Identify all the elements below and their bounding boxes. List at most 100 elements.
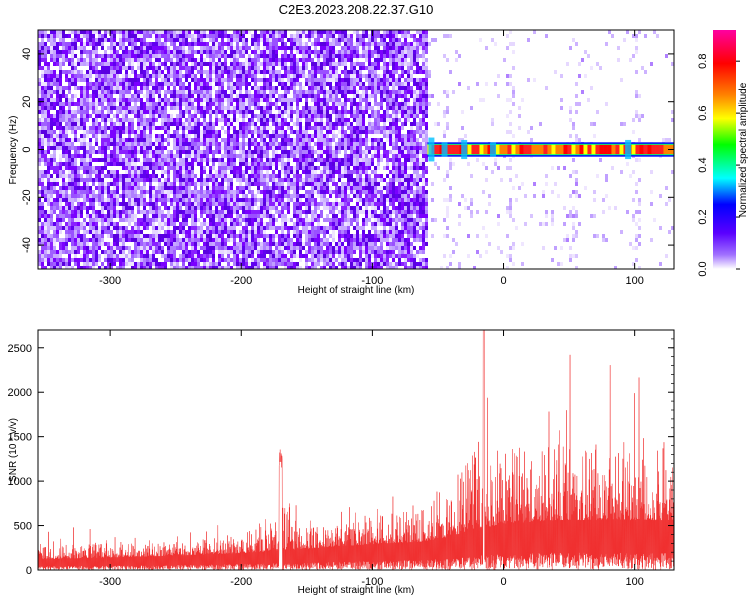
heatmap-cell [158, 206, 161, 210]
heatmap-cell [104, 106, 107, 110]
heatmap-cell [293, 186, 296, 190]
heatmap-cell [272, 94, 275, 98]
heatmap-cell [89, 58, 92, 62]
heatmap-cell [134, 58, 137, 62]
heatmap-cell [107, 186, 110, 190]
heatmap-cell [182, 130, 185, 134]
heatmap-cell [302, 218, 305, 222]
heatmap-cell [92, 50, 95, 54]
heatmap-cell [257, 130, 260, 134]
heatmap-cell [104, 250, 107, 254]
heatmap-cell [164, 182, 167, 186]
heatmap-cell [254, 146, 257, 150]
heatmap-cell [230, 250, 233, 254]
heatmap-cell [164, 82, 167, 86]
heatmap-cell [68, 102, 71, 106]
heatmap-cell [242, 230, 245, 234]
heatmap-cell [53, 130, 56, 134]
heatmap-cell [86, 190, 89, 194]
heatmap-cell [173, 226, 176, 230]
heatmap-cell [188, 174, 191, 178]
heatmap-cell [212, 134, 215, 138]
heatmap-cell [104, 190, 107, 194]
heatmap-cell [83, 194, 86, 198]
heatmap-cell [239, 174, 242, 178]
heatmap-cell [284, 174, 287, 178]
heatmap-cell [182, 186, 185, 190]
heatmap-cell [95, 234, 98, 238]
heatmap-cell [218, 254, 221, 258]
heatmap-cell [65, 150, 68, 154]
heatmap-cell [83, 118, 86, 122]
heatmap-cell [164, 34, 167, 38]
heatmap-cell [311, 194, 314, 198]
heatmap-cell [125, 138, 128, 142]
heatmap-cell [269, 126, 272, 130]
heatmap-cell [149, 130, 152, 134]
heatmap-cell [119, 122, 122, 126]
heatmap-cell [209, 122, 212, 126]
heatmap-cell [56, 46, 59, 50]
heatmap-cell [302, 126, 305, 130]
heatmap-cell [77, 262, 80, 266]
heatmap-cell [296, 190, 299, 194]
heatmap-cell [131, 254, 134, 258]
heatmap-cell [197, 246, 200, 250]
heatmap-cell [167, 234, 170, 238]
heatmap-cell [239, 146, 242, 150]
heatmap-cell [41, 142, 44, 146]
heatmap-cell [164, 190, 167, 194]
heatmap-cell [263, 154, 266, 158]
heatmap-cell [62, 106, 65, 110]
heatmap-cell [233, 154, 236, 158]
heatmap-cell [149, 94, 152, 98]
heatmap-cell [197, 42, 200, 46]
heatmap-cell [74, 206, 77, 210]
heatmap-cell [272, 50, 275, 54]
heatmap-cell [263, 138, 266, 142]
heatmap-cell [110, 62, 113, 66]
heatmap-cell [179, 158, 182, 162]
heatmap-cell [287, 106, 290, 110]
heatmap-cell [185, 206, 188, 210]
heatmap-cell [254, 86, 257, 90]
heatmap-cell [80, 42, 83, 46]
heatmap-cell [206, 238, 209, 242]
heatmap-cell [140, 190, 143, 194]
heatmap-cell [320, 86, 323, 90]
heatmap-cell [65, 194, 68, 198]
heatmap-cell [125, 102, 128, 106]
heatmap-cell [158, 42, 161, 46]
heatmap-cell [191, 138, 194, 142]
heatmap-cell [212, 62, 215, 66]
heatmap-cell [323, 94, 326, 98]
heatmap-cell [122, 110, 125, 114]
heatmap-cell [176, 74, 179, 78]
heatmap-cell [152, 150, 155, 154]
heatmap-cell [233, 190, 236, 194]
heatmap-cell [257, 142, 260, 146]
heatmap-cell [197, 62, 200, 66]
heatmap-cell [161, 234, 164, 238]
heatmap-cell [71, 182, 74, 186]
heatmap-cell [83, 238, 86, 242]
heatmap-cell [248, 118, 251, 122]
heatmap-cell [308, 122, 311, 126]
heatmap-cell [272, 46, 275, 50]
heatmap-cell [314, 110, 317, 114]
heatmap-cell [68, 258, 71, 262]
heatmap-cell [92, 62, 95, 66]
heatmap-cell [275, 126, 278, 130]
heatmap-cell [44, 170, 47, 174]
heatmap-cell [62, 246, 65, 250]
heatmap-cell [206, 262, 209, 266]
heatmap-cell [80, 70, 83, 74]
heatmap-cell [71, 146, 74, 150]
heatmap-cell [284, 170, 287, 174]
heatmap-cell [260, 86, 263, 90]
heatmap-cell [317, 122, 320, 126]
heatmap-cell [50, 226, 53, 230]
heatmap-cell [116, 230, 119, 234]
heatmap-cell [176, 62, 179, 66]
heatmap-cell [182, 122, 185, 126]
